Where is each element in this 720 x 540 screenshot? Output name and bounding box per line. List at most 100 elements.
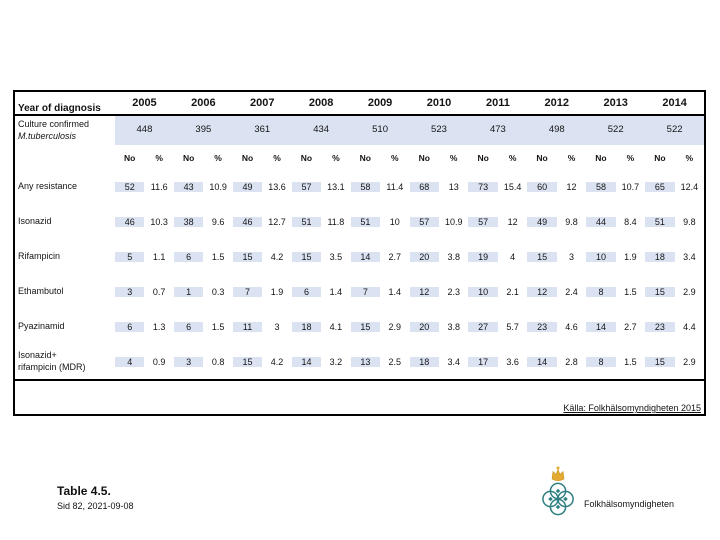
data-cell: 3.5 — [329, 251, 343, 262]
data-cell: 3 — [115, 286, 145, 297]
col-header-no: No — [182, 153, 195, 163]
data-cell: 4 — [510, 251, 516, 262]
data-cell: 12 — [507, 216, 518, 227]
data-cell: 15 — [291, 251, 322, 262]
data-cell: 4.2 — [270, 356, 284, 367]
data-cell: 0.7 — [152, 286, 166, 297]
data-cell: 10 — [468, 286, 498, 297]
data-cell: 20 — [409, 251, 439, 262]
data-cell: 3.6 — [506, 356, 519, 367]
row-label-line1: Isonazid — [18, 215, 52, 226]
row-label: Ethambutol — [15, 286, 115, 297]
year-header: 2008 — [308, 97, 334, 109]
culture-count-cell: 448 — [115, 116, 174, 148]
source-box: Källa: Folkhälsomyndigheten 2015 — [13, 379, 706, 416]
data-cell: 51 — [645, 216, 675, 227]
data-cell: 12.4 — [680, 181, 699, 192]
data-cell: 10.9 — [209, 181, 227, 192]
data-cell: 3.8 — [447, 321, 460, 332]
col-header-percent: % — [155, 153, 163, 163]
table-row: Any resistance 52 11.6 43 10.9 49 13.6 57 13.1 58… — [15, 169, 704, 204]
data-cell: 4.2 — [270, 251, 284, 262]
data-cell: 13.6 — [268, 181, 286, 192]
data-cell: 2.3 — [447, 286, 460, 297]
data-cell: 4 — [115, 356, 145, 367]
table-row: Pyazinamid 6 1.3 6 1.5 11 3 18 4.1 15 2.9 20 3.8 27 5.… — [15, 309, 704, 344]
subheader-row: No% No% No% No% No% No% No% No% No% No% — [15, 148, 704, 169]
data-cell: 0.3 — [211, 286, 225, 297]
data-cell: 11.6 — [150, 181, 168, 192]
year-header: 2010 — [426, 97, 452, 109]
data-cell: 3.8 — [447, 251, 460, 262]
col-header-percent: % — [685, 153, 694, 163]
data-cell: 10 — [389, 216, 400, 227]
source-link[interactable]: Källa: Folkhälsomyndigheten 2015 — [563, 403, 701, 413]
row-label: Pyazinamid — [15, 321, 115, 332]
data-cell: 4.4 — [683, 321, 696, 332]
data-cell: 1.5 — [624, 356, 637, 367]
data-cell: 2.9 — [683, 356, 696, 367]
folkhalsomyndigheten-logo: Folkhälsomyndigheten — [540, 466, 674, 523]
data-cell: 14 — [291, 356, 322, 367]
data-cell: 3.4 — [447, 356, 460, 367]
table-corner-label: Year of diagnosis — [18, 103, 101, 114]
data-cell: 15 — [350, 321, 381, 332]
data-cell: 19 — [468, 251, 498, 262]
year-header: 2012 — [544, 97, 570, 109]
culture-count-cell: 395 — [173, 116, 233, 148]
data-rows: Any resistance 52 11.6 43 10.9 49 13.6 57 13.1 58… — [15, 169, 704, 379]
data-cell: 6 — [173, 321, 204, 332]
col-header-no: No — [418, 153, 430, 163]
data-cell: 58 — [586, 181, 616, 192]
year-header: 2006 — [191, 97, 216, 109]
data-cell: 13 — [350, 356, 381, 367]
culture-count-cell: 522 — [645, 116, 705, 148]
culture-count-cell: 498 — [527, 116, 587, 148]
year-header: 2007 — [250, 97, 275, 109]
table-caption: Table 4.5. — [57, 484, 111, 498]
year-header: 2011 — [485, 97, 510, 109]
data-cell: 2.9 — [683, 286, 696, 297]
data-cell: 60 — [527, 181, 557, 192]
culture-count-cell: 434 — [291, 116, 351, 148]
data-cell: 4.6 — [565, 321, 578, 332]
culture-label-line2: M.tuberculosis — [18, 130, 77, 141]
data-cell: 14 — [586, 321, 616, 332]
data-cell: 12 — [527, 286, 557, 297]
data-cell: 12.7 — [268, 216, 286, 227]
data-cell: 11 — [232, 321, 263, 332]
col-header-percent: % — [449, 153, 458, 163]
data-cell: 44 — [586, 216, 616, 227]
data-cell: 0.9 — [152, 356, 166, 367]
year-header: 2005 — [132, 97, 157, 109]
culture-count-cell: 522 — [586, 116, 646, 148]
col-header-no: No — [595, 153, 607, 163]
row-label-line1: Isonazid+ — [18, 350, 57, 361]
culture-count-cell: 510 — [350, 116, 410, 148]
table-row: Rifampicin 5 1.1 6 1.5 15 4.2 15 3.5 14 2.7 20 3.8 19… — [15, 239, 704, 274]
data-cell: 12 — [566, 181, 577, 192]
data-cell: 58 — [350, 181, 381, 192]
table-row: Ethambutol 3 0.7 1 0.3 7 1.9 6 1.4 7 1.4 12 2.3 10 2.1… — [15, 274, 704, 309]
data-cell: 1.5 — [624, 286, 637, 297]
culture-row: Culture confirmed M.tuberculosis 448 395 3… — [15, 116, 705, 148]
data-cell: 14 — [527, 356, 557, 367]
data-cell: 1.9 — [624, 251, 637, 262]
data-cell: 8.4 — [624, 216, 637, 227]
data-cell: 2.9 — [388, 321, 402, 332]
data-cell: 9.8 — [683, 216, 696, 227]
data-cell: 57 — [409, 216, 439, 227]
data-cell: 2.8 — [565, 356, 578, 367]
data-cell: 57 — [291, 181, 322, 192]
row-label-line1: Rifampicin — [18, 250, 61, 261]
data-cell: 1.5 — [211, 321, 225, 332]
year-header: 2014 — [662, 97, 687, 109]
logo-text: Folkhälsomyndigheten — [584, 498, 675, 509]
data-cell: 51 — [350, 216, 381, 227]
row-label-line2: rifampicin (MDR) — [18, 361, 86, 372]
data-cell: 2.1 — [506, 286, 519, 297]
data-cell: 5.7 — [506, 321, 519, 332]
data-cell: 3 — [569, 251, 575, 262]
data-cell: 3 — [274, 321, 280, 332]
